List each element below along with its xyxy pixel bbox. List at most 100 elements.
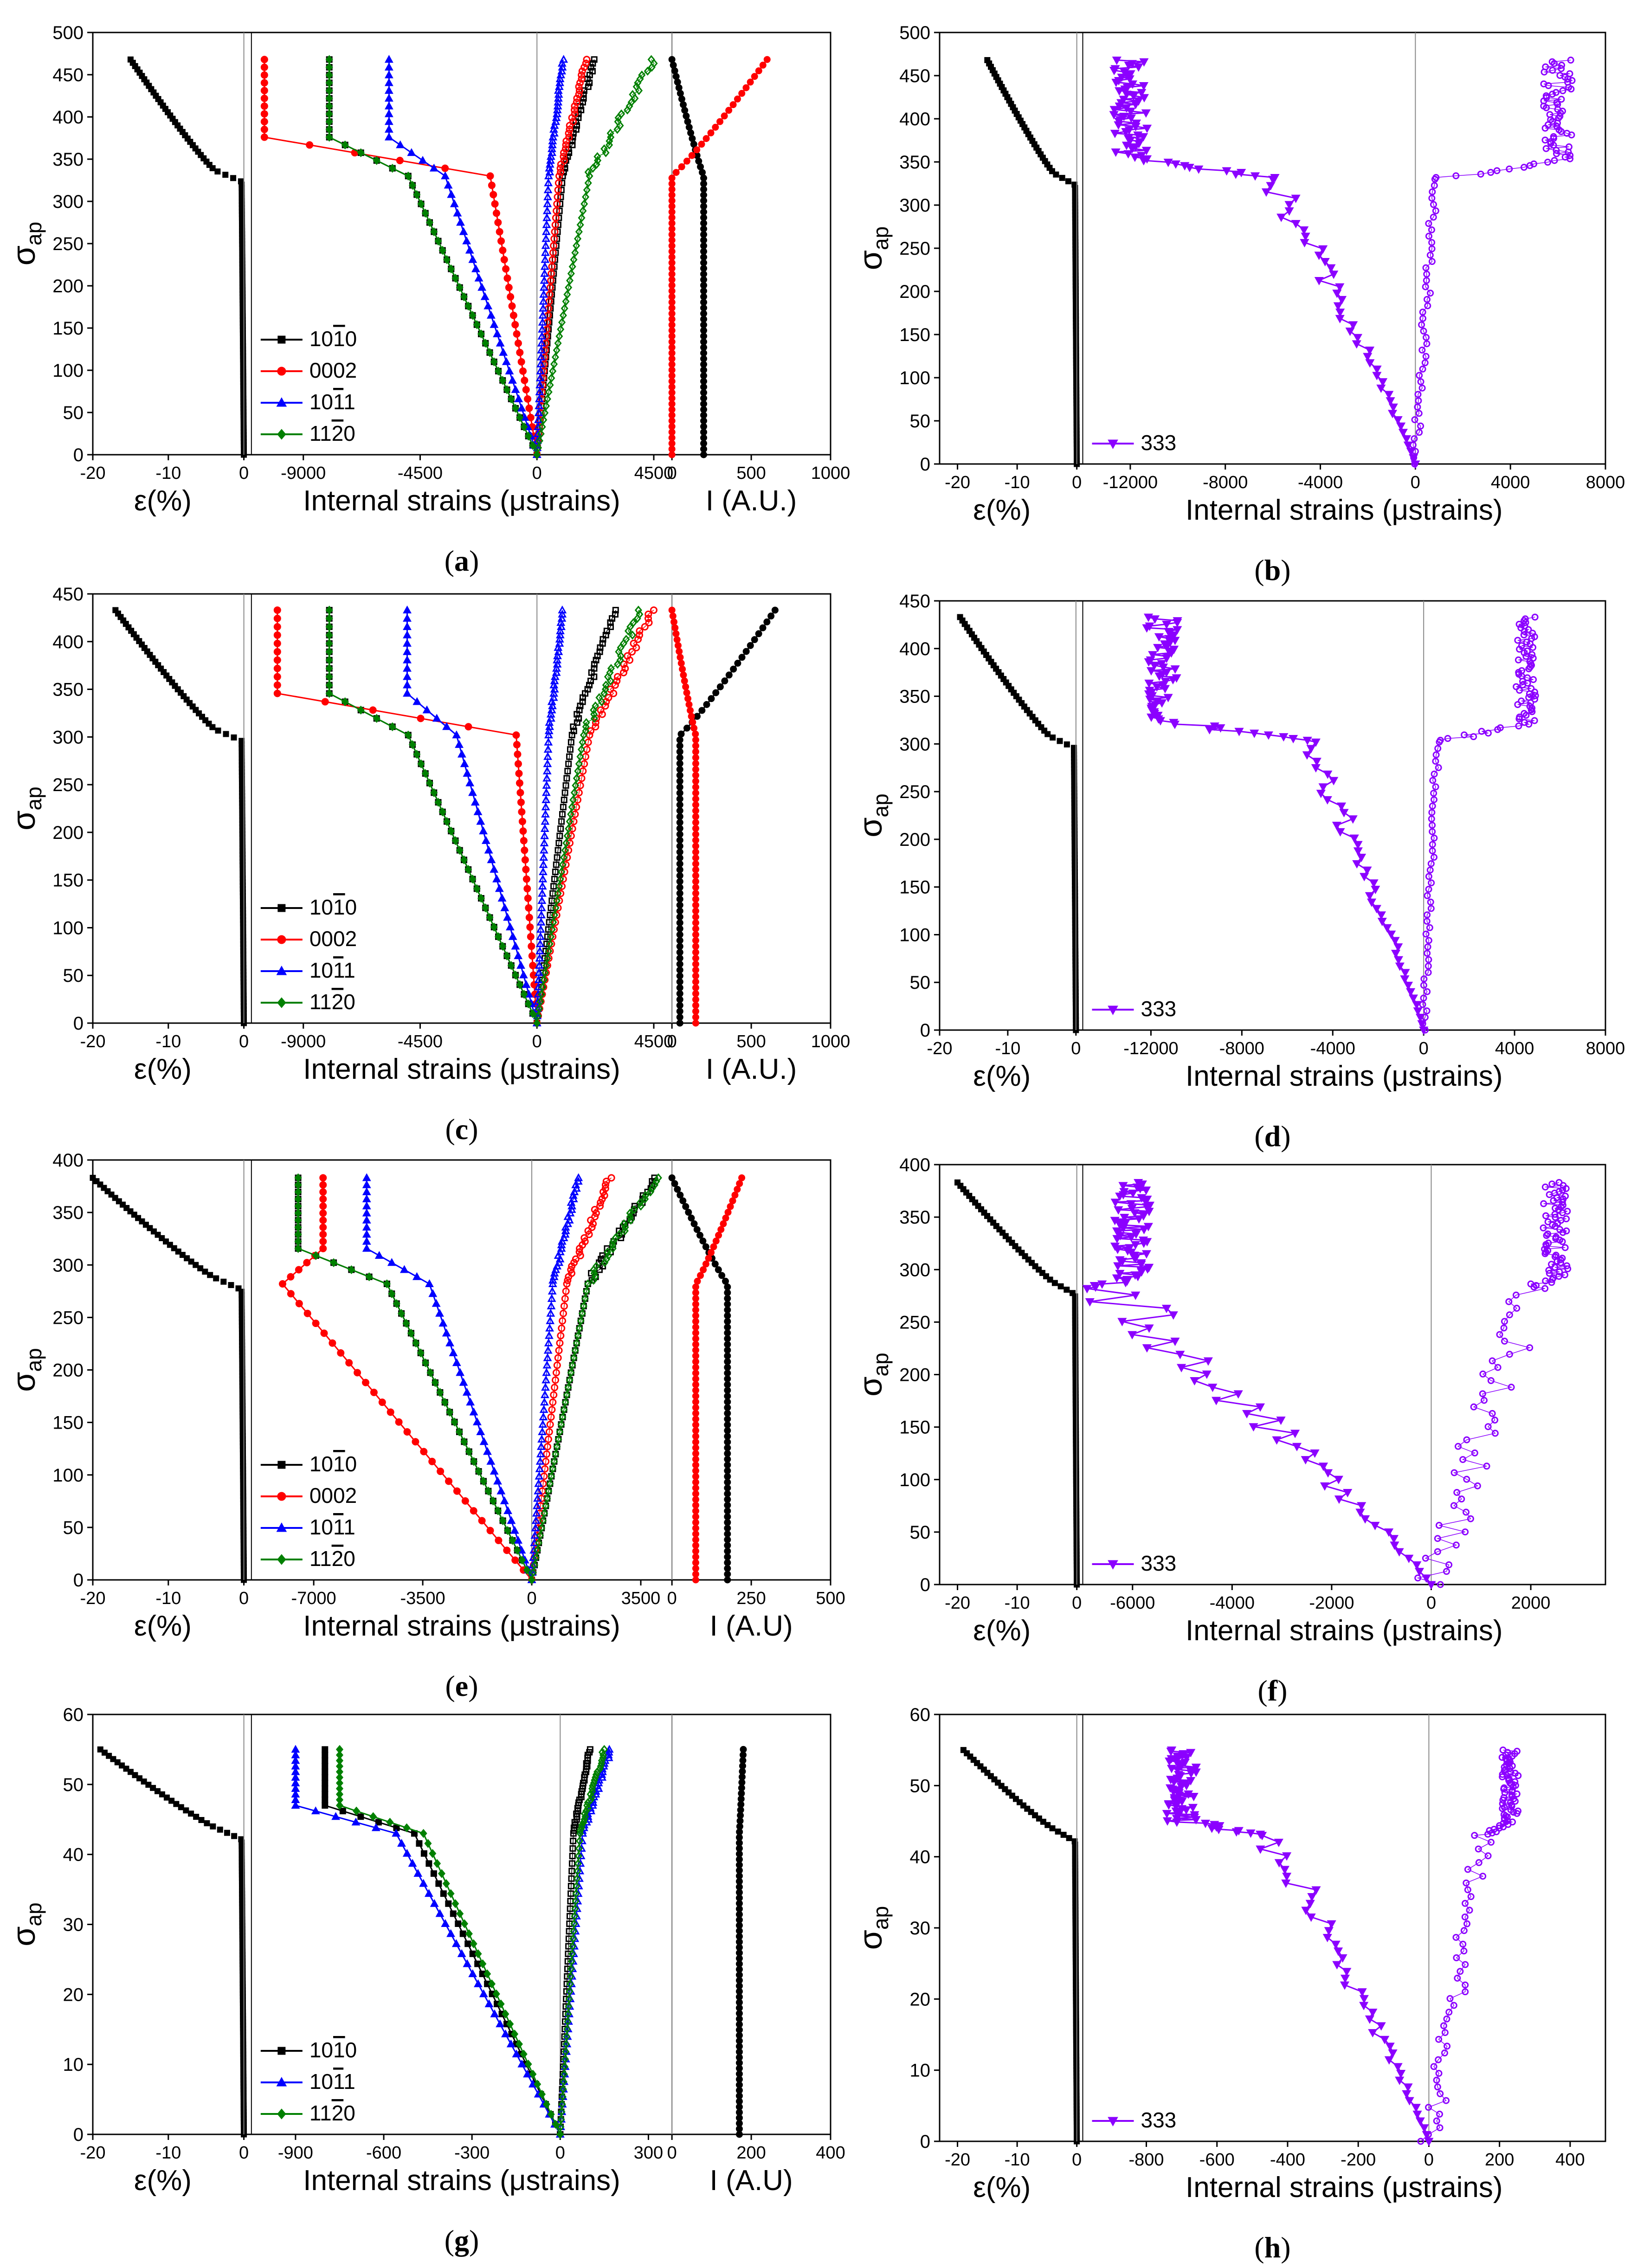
data-point bbox=[486, 310, 496, 319]
data-point bbox=[1120, 1214, 1129, 1223]
data-point-open bbox=[545, 387, 553, 397]
data-point-open bbox=[556, 874, 564, 884]
data-point bbox=[747, 78, 754, 86]
data-point-open bbox=[542, 773, 552, 782]
legend-label: 1011 bbox=[309, 958, 355, 982]
data-point bbox=[692, 795, 699, 803]
data-point-open bbox=[541, 408, 549, 418]
data-point bbox=[1393, 2063, 1403, 2072]
data-point-open bbox=[573, 773, 580, 783]
x-axis-label: I (A.U) bbox=[710, 2165, 793, 2197]
data-point-open bbox=[576, 79, 584, 87]
data-point bbox=[511, 2030, 519, 2039]
data-point bbox=[677, 654, 684, 661]
data-point bbox=[1128, 1189, 1138, 1198]
data-point bbox=[131, 1211, 137, 1218]
data-point-open bbox=[581, 1809, 589, 1818]
data-point-open bbox=[548, 270, 555, 277]
data-point-open bbox=[564, 153, 571, 160]
data-point-open bbox=[539, 1412, 548, 1421]
data-point-open bbox=[1475, 1845, 1482, 1853]
data-point bbox=[1133, 131, 1143, 140]
data-point-open bbox=[607, 1174, 615, 1182]
data-point-open bbox=[549, 689, 559, 697]
data-point bbox=[193, 707, 199, 713]
data-point bbox=[473, 807, 483, 815]
data-point bbox=[197, 1265, 204, 1271]
data-point bbox=[668, 606, 676, 614]
data-point-open bbox=[589, 163, 597, 173]
data-point bbox=[1424, 2138, 1434, 2146]
data-point-open bbox=[560, 1309, 567, 1317]
data-point-open bbox=[539, 1405, 548, 1413]
data-point bbox=[291, 1756, 300, 1764]
data-point-open bbox=[543, 1494, 551, 1503]
series-333 bbox=[1142, 613, 1539, 1035]
data-point bbox=[692, 1479, 699, 1486]
data-point-open bbox=[1452, 1933, 1460, 1941]
data-point bbox=[460, 759, 469, 767]
data-point bbox=[683, 112, 690, 120]
data-point bbox=[699, 169, 706, 176]
data-point bbox=[446, 1407, 454, 1417]
x-axis-label: Internal strains (μstrains) bbox=[303, 2165, 620, 2197]
x-axis-label: Internal strains (μstrains) bbox=[1186, 494, 1502, 526]
data-point bbox=[509, 1536, 516, 1545]
data-point bbox=[1190, 1811, 1199, 1820]
data-point bbox=[325, 664, 333, 673]
data-point-open bbox=[588, 1277, 595, 1284]
data-point bbox=[700, 349, 708, 357]
data-point bbox=[425, 218, 434, 227]
data-point-open bbox=[1467, 1893, 1475, 1901]
data-point bbox=[1311, 764, 1321, 773]
data-point-open bbox=[1425, 220, 1432, 227]
data-point bbox=[441, 1919, 450, 1927]
data-point bbox=[513, 330, 521, 338]
data-point bbox=[1276, 1417, 1286, 1425]
data-point bbox=[751, 73, 758, 80]
y-tick-label: 20 bbox=[910, 1989, 931, 2010]
data-point bbox=[1160, 640, 1170, 649]
data-point bbox=[1189, 1793, 1199, 1802]
data-point bbox=[490, 320, 499, 328]
data-point bbox=[716, 683, 724, 690]
data-point-open bbox=[1415, 397, 1422, 405]
data-point bbox=[464, 865, 472, 874]
caption-paren: ) bbox=[1281, 1120, 1290, 1153]
data-point bbox=[711, 1260, 719, 1268]
data-point-open bbox=[1496, 1331, 1503, 1338]
data-point bbox=[1352, 340, 1361, 349]
data-point bbox=[492, 209, 500, 217]
y-tick-label: 60 bbox=[910, 1705, 931, 1725]
data-point bbox=[542, 2100, 550, 2109]
data-point bbox=[724, 1289, 731, 1296]
data-point-open bbox=[556, 164, 564, 172]
data-point-open bbox=[1459, 1456, 1467, 1463]
data-point-open bbox=[1487, 1377, 1495, 1384]
data-point bbox=[1070, 1290, 1076, 1296]
data-point bbox=[676, 902, 683, 909]
data-point bbox=[1137, 152, 1147, 161]
y-tick-label: 60 bbox=[63, 1705, 84, 1725]
data-point-open bbox=[1422, 1026, 1429, 1034]
data-point bbox=[724, 1404, 731, 1411]
legend-marker bbox=[276, 397, 287, 407]
data-point-open bbox=[591, 1206, 599, 1214]
y-tick-label: 10 bbox=[63, 2055, 84, 2075]
data-point bbox=[437, 1468, 445, 1475]
data-point bbox=[712, 1237, 720, 1245]
x-tick-label: 500 bbox=[736, 1032, 766, 1051]
legend-marker bbox=[277, 997, 286, 1008]
data-point-open bbox=[553, 346, 561, 355]
data-point bbox=[435, 1909, 445, 1917]
data-point-open bbox=[1429, 847, 1436, 855]
data-point-open bbox=[1437, 736, 1444, 744]
x-tick-label: -900 bbox=[278, 2143, 313, 2163]
data-point-open bbox=[615, 1230, 623, 1239]
data-point-open bbox=[538, 422, 546, 432]
data-point bbox=[676, 931, 683, 938]
data-point-open bbox=[1436, 2124, 1444, 2132]
data-point-open bbox=[569, 795, 577, 805]
data-point-open bbox=[1555, 1179, 1563, 1186]
data-point bbox=[175, 1248, 181, 1255]
